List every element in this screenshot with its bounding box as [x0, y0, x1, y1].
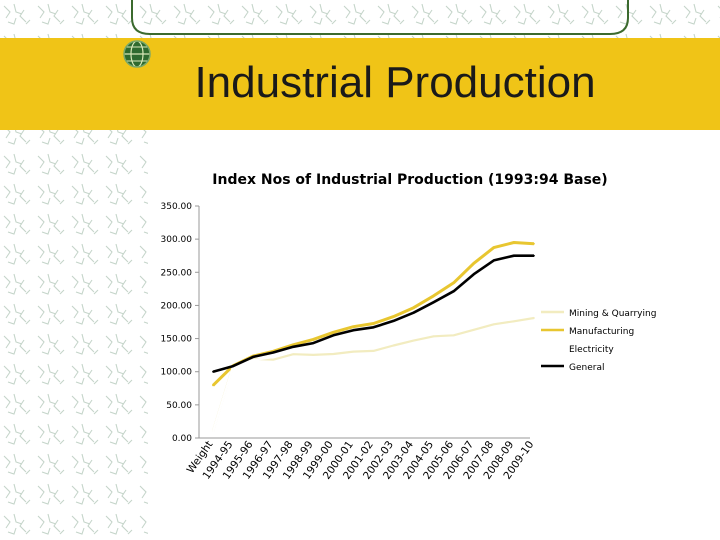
- data-point: [432, 301, 435, 304]
- y-tick-label: 250.00: [161, 268, 193, 278]
- data-point: [492, 259, 495, 262]
- y-tick-label: 350.00: [161, 202, 193, 212]
- data-point: [412, 339, 415, 342]
- series-line-manufacturing: [211, 241, 535, 387]
- data-point: [492, 246, 495, 249]
- y-tick-label: 50.00: [166, 401, 192, 411]
- data-point: [392, 320, 395, 322]
- data-point: [533, 280, 535, 283]
- y-tick-label: 0.00: [172, 434, 192, 444]
- data-point: [513, 320, 515, 323]
- data-point: [272, 351, 275, 354]
- data-point: [352, 325, 355, 328]
- data-point: [352, 329, 355, 332]
- data-point: [292, 345, 295, 348]
- data-point: [332, 338, 335, 341]
- data-point: [352, 334, 355, 337]
- data-point: [372, 350, 375, 352]
- data-point: [252, 359, 255, 362]
- data-point: [513, 241, 515, 244]
- y-tick-label: 300.00: [161, 235, 193, 245]
- data-point: [372, 322, 375, 325]
- data-point: [232, 365, 234, 368]
- data-point: [212, 430, 214, 433]
- series-line-general: [212, 254, 534, 373]
- data-point: [452, 281, 455, 284]
- data-point: [332, 334, 335, 337]
- data-point: [212, 370, 214, 373]
- data-point: [452, 334, 455, 337]
- data-point: [392, 315, 395, 318]
- legend-label: General: [569, 363, 604, 373]
- data-point: [412, 311, 415, 314]
- chart-title: Index Nos of Industrial Production (1993…: [212, 172, 608, 188]
- data-point: [533, 254, 535, 257]
- data-point: [292, 343, 295, 346]
- slide-title: Industrial Production: [194, 58, 596, 107]
- data-point: [252, 356, 255, 358]
- data-point: [272, 356, 275, 359]
- data-point: [212, 384, 214, 387]
- data-point: [312, 345, 315, 348]
- data-point: [412, 306, 415, 309]
- data-point: [312, 342, 315, 345]
- data-point: [452, 290, 455, 293]
- data-point: [412, 322, 415, 325]
- data-point: [392, 328, 395, 330]
- data-point: [332, 353, 335, 355]
- data-point: [472, 262, 475, 265]
- legend-label: Manufacturing: [569, 327, 634, 337]
- globe-icon: [123, 40, 151, 68]
- data-point: [492, 295, 495, 298]
- data-point: [332, 331, 335, 334]
- data-point: [533, 242, 535, 245]
- data-point: [472, 301, 475, 304]
- data-point: [533, 317, 535, 319]
- data-point: [292, 353, 295, 356]
- legend-label: Mining & Quarrying: [569, 309, 656, 319]
- data-point: [472, 273, 475, 276]
- data-point: [432, 335, 435, 338]
- data-point: [452, 310, 455, 313]
- data-point: [292, 350, 295, 353]
- data-point: [513, 254, 515, 257]
- data-point: [392, 344, 395, 347]
- data-point: [372, 326, 375, 329]
- legend-label: Electricity: [569, 345, 614, 355]
- data-point: [513, 288, 515, 291]
- series-line-mining-quarrying: [211, 316, 535, 432]
- y-tick-label: 200.00: [161, 301, 193, 311]
- y-tick-label: 150.00: [161, 335, 193, 345]
- data-point: [272, 358, 275, 361]
- title-band: [0, 38, 720, 130]
- data-point: [312, 353, 315, 356]
- data-point: [372, 331, 375, 334]
- data-point: [312, 338, 315, 341]
- y-tick-label: 100.00: [161, 368, 193, 378]
- data-point: [352, 350, 355, 353]
- data-point: [432, 294, 435, 297]
- data-point: [492, 323, 495, 326]
- data-point: [472, 328, 475, 331]
- data-point: [432, 316, 435, 319]
- content-area: [148, 130, 720, 540]
